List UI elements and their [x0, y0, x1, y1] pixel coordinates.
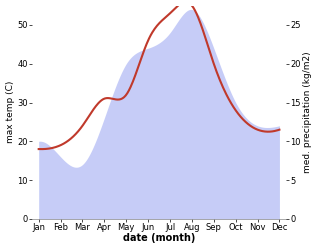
Y-axis label: max temp (C): max temp (C) — [5, 81, 15, 143]
X-axis label: date (month): date (month) — [123, 234, 195, 244]
Y-axis label: med. precipitation (kg/m2): med. precipitation (kg/m2) — [303, 51, 313, 173]
